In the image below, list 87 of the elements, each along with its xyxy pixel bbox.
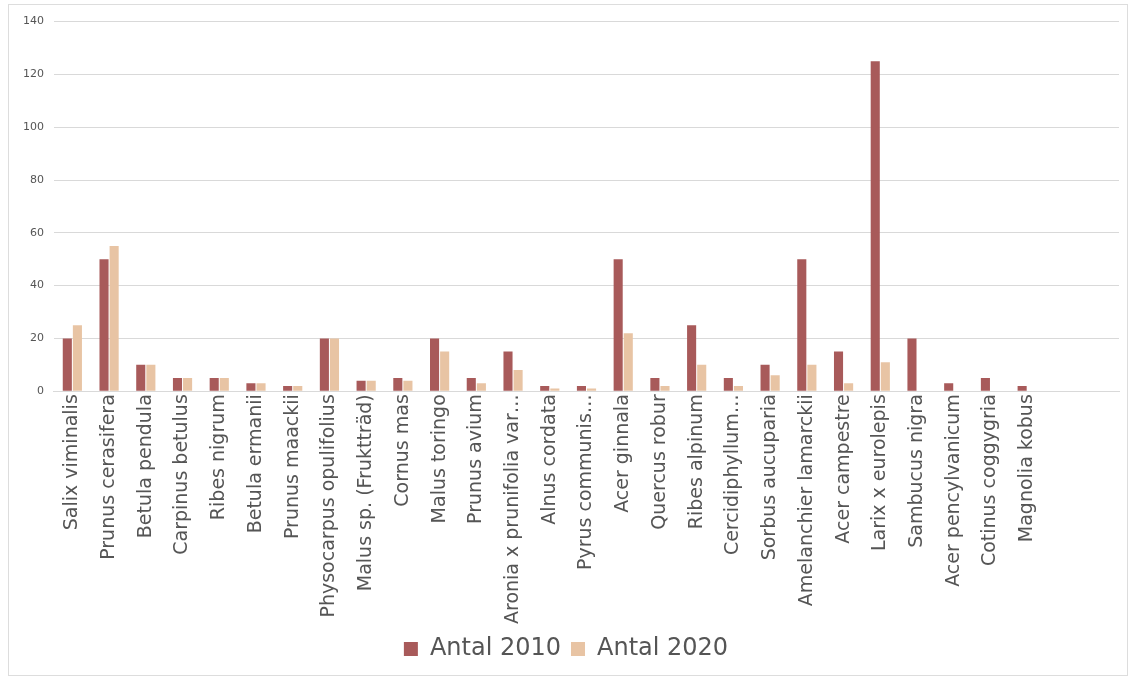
bar (283, 385, 293, 391)
bar (576, 385, 586, 391)
x-tick-label: Carpinus betulus (169, 394, 192, 555)
bar (366, 380, 376, 391)
x-tick-label: Sambucus nigra (903, 394, 926, 548)
x-tick-label: Acer ginnala (610, 394, 633, 513)
bar (760, 364, 770, 391)
x-tick-label: Prunus cerasifera (96, 394, 119, 560)
bar (109, 246, 119, 391)
x-tick-label: Amelanchier lamarckii (793, 394, 816, 607)
x-tick-label: Magnolia kobus (1014, 394, 1037, 543)
bar (62, 338, 72, 391)
x-tick-label: Pyrus communis… (573, 394, 596, 571)
bar (870, 61, 880, 391)
bar (476, 383, 486, 391)
bar (650, 378, 660, 391)
bar (356, 380, 366, 391)
x-tick-label: Malus toringo (426, 394, 449, 524)
bar (844, 383, 854, 391)
y-tick-label: 100 (23, 120, 44, 134)
bar (980, 378, 990, 391)
bar (246, 383, 256, 391)
bar (770, 375, 780, 391)
x-tick-label: Acer campestre (830, 394, 853, 544)
x-tick-label: Ribes alpinum (683, 394, 706, 530)
bar (623, 333, 633, 391)
bar (146, 364, 156, 391)
bar (513, 370, 523, 391)
bar (733, 385, 743, 391)
bar (697, 364, 707, 391)
bar (880, 362, 890, 391)
y-tick-label: 120 (23, 67, 44, 81)
y-tick-label: 80 (30, 172, 44, 186)
x-tick-label: Ribes nigrum (206, 394, 229, 521)
bar (136, 364, 146, 391)
x-tick-label: Prunus avium (463, 394, 486, 524)
x-tick-label: Sorbus aucuparia (757, 394, 780, 561)
x-tick-label: Cercidiphyllum… (720, 394, 743, 556)
bar (833, 351, 844, 391)
x-tick-label: Cotinus coggygria (977, 394, 1000, 567)
bar (430, 338, 440, 391)
x-tick-label: Betula ermanii (242, 394, 265, 534)
bar (613, 259, 623, 391)
legend-label: Antal 2020 (597, 633, 729, 662)
bar (660, 385, 670, 391)
bar (944, 383, 954, 391)
x-tick-label: Acer pencylvanicum (940, 394, 963, 587)
y-tick-label: 0 (37, 384, 44, 398)
bar (319, 338, 329, 391)
bar (293, 385, 303, 391)
x-tick-label: Alnus cordata (536, 394, 559, 525)
bar (550, 388, 560, 391)
bar (219, 378, 229, 391)
bar (183, 378, 193, 391)
bar (1017, 385, 1027, 391)
x-tick-label: Quercus robur (646, 394, 669, 530)
bar (503, 351, 513, 391)
bar (723, 378, 733, 391)
bar (440, 351, 450, 391)
bar (99, 259, 109, 391)
bar (403, 380, 413, 391)
y-tick-label: 140 (23, 14, 44, 28)
y-tick-label: 60 (30, 225, 44, 239)
bar (797, 259, 807, 391)
bar (329, 338, 340, 391)
bar (540, 385, 550, 391)
x-tick-label: Cornus mas (389, 394, 412, 507)
x-tick-label: Malus sp. (Fruktträd) (353, 394, 376, 592)
legend-label: Antal 2010 (429, 633, 561, 662)
x-tick-label: Prunus maackii (279, 394, 302, 540)
y-tick-label: 40 (30, 278, 44, 292)
bar (907, 338, 917, 391)
bar (807, 364, 817, 391)
x-tick-label: Betula pendula (132, 394, 155, 539)
bar (466, 378, 476, 391)
x-tick-label: Salix viminalis (59, 394, 82, 531)
x-tick-label: Larix x eurolepis (867, 394, 890, 552)
y-tick-label: 20 (30, 331, 44, 345)
bar (209, 378, 219, 391)
bar (393, 378, 403, 391)
bar (72, 325, 82, 391)
bar (172, 378, 183, 391)
bar (687, 325, 697, 391)
bar (256, 383, 266, 391)
x-tick-label: Physocarpus opulifolius (316, 394, 339, 618)
x-tick-label: Aronia x prunifolia var… (499, 394, 522, 625)
bar (587, 388, 597, 391)
